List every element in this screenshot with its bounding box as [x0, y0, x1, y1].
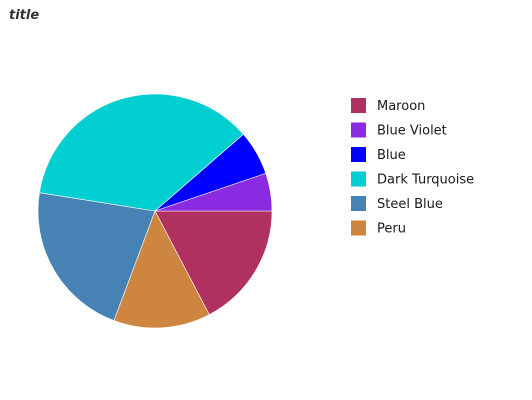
legend-label-peru: Peru [377, 222, 406, 237]
legend-swatch-blue-violet [351, 123, 366, 138]
legend-swatch-dark-turquoise [351, 172, 366, 187]
pie-slices [38, 94, 272, 328]
legend-label-blue-violet: Blue Violet [377, 124, 447, 139]
legend: Maroon Blue Violet Blue Dark Turquoise Steel… [351, 98, 474, 237]
legend-label-dark-turquoise: Dark Turquoise [377, 173, 474, 188]
legend-swatch-blue [351, 147, 366, 162]
legend-swatch-steel-blue [351, 196, 366, 211]
legend-label-steel-blue: Steel Blue [377, 197, 443, 212]
legend-label-maroon: Maroon [377, 99, 425, 114]
legend-swatch-maroon [351, 98, 366, 113]
legend-label-blue: Blue [377, 148, 406, 163]
legend-swatch-peru [351, 221, 366, 236]
